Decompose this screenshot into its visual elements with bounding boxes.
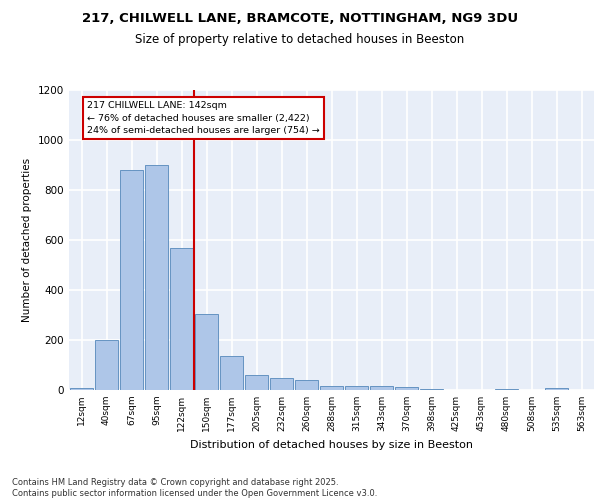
Bar <box>70 388 93 390</box>
Bar <box>245 374 268 390</box>
Bar <box>395 387 418 390</box>
Text: 217 CHILWELL LANE: 142sqm
← 76% of detached houses are smaller (2,422)
24% of se: 217 CHILWELL LANE: 142sqm ← 76% of detac… <box>87 101 320 135</box>
Bar <box>120 170 143 390</box>
Bar <box>95 340 118 390</box>
Text: 217, CHILWELL LANE, BRAMCOTE, NOTTINGHAM, NG9 3DU: 217, CHILWELL LANE, BRAMCOTE, NOTTINGHAM… <box>82 12 518 26</box>
Bar <box>545 388 568 390</box>
Bar <box>145 165 168 390</box>
Bar <box>270 378 293 390</box>
X-axis label: Distribution of detached houses by size in Beeston: Distribution of detached houses by size … <box>190 440 473 450</box>
Text: Size of property relative to detached houses in Beeston: Size of property relative to detached ho… <box>136 32 464 46</box>
Text: Contains HM Land Registry data © Crown copyright and database right 2025.
Contai: Contains HM Land Registry data © Crown c… <box>12 478 377 498</box>
Bar <box>495 389 518 390</box>
Bar <box>295 380 318 390</box>
Bar <box>345 386 368 390</box>
Bar <box>420 389 443 390</box>
Bar <box>370 386 393 390</box>
Bar <box>220 356 243 390</box>
Bar <box>320 386 343 390</box>
Bar <box>195 314 218 390</box>
Bar <box>170 248 193 390</box>
Y-axis label: Number of detached properties: Number of detached properties <box>22 158 32 322</box>
